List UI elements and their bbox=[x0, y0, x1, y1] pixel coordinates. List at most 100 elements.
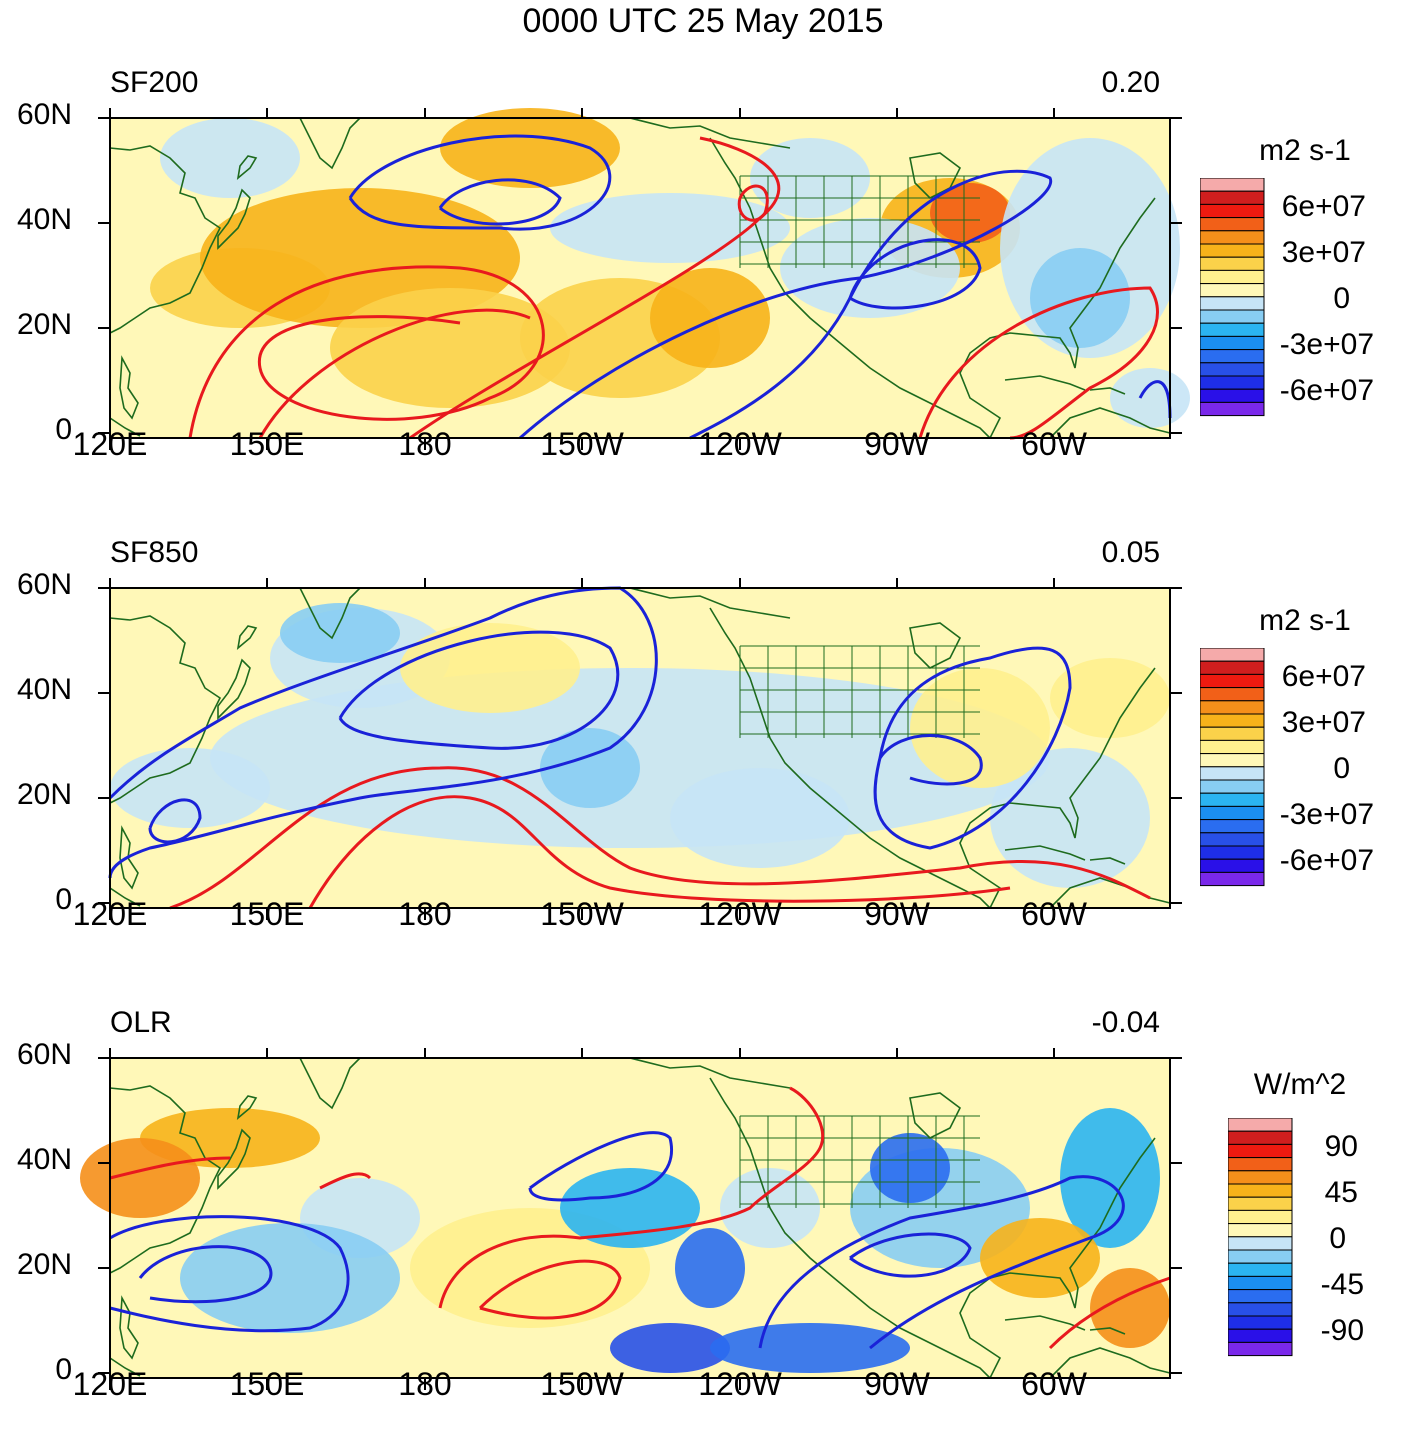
colorbar-swatch bbox=[1228, 1249, 1293, 1264]
colorbar-swatch bbox=[1200, 700, 1265, 715]
negative-contour bbox=[109, 1215, 350, 1333]
lat-label-20n: 20N bbox=[16, 1248, 72, 1281]
legend-label: 0 bbox=[1333, 752, 1350, 785]
colorbar-swatch bbox=[1228, 1170, 1293, 1185]
negative-contour bbox=[758, 1175, 1125, 1350]
colorbar-swatch bbox=[1228, 1130, 1293, 1145]
shaded-region bbox=[550, 193, 790, 263]
coastline bbox=[1004, 375, 1086, 391]
legend-label: -90 bbox=[1320, 1314, 1364, 1347]
lon-label-150e: 150E bbox=[229, 896, 305, 932]
colorbar-swatch bbox=[1228, 1275, 1293, 1291]
sf200-colorbar bbox=[1200, 178, 1265, 417]
colorbar-swatch bbox=[1200, 203, 1265, 219]
coastline bbox=[1049, 877, 1171, 909]
sf200-map bbox=[98, 108, 1190, 450]
positive-contour bbox=[109, 1156, 231, 1180]
coastline bbox=[1049, 407, 1171, 439]
negative-contour bbox=[873, 646, 1072, 850]
lon-label-150w: 150W bbox=[540, 896, 624, 932]
legend-label: -3e+07 bbox=[1279, 328, 1374, 361]
negative-contour bbox=[438, 178, 562, 226]
colorbar-swatch bbox=[1200, 753, 1265, 768]
positive-contour bbox=[188, 265, 545, 439]
colorbar-swatch bbox=[1228, 1328, 1293, 1343]
positive-contour bbox=[308, 795, 1011, 909]
lon-label-90w: 90W bbox=[864, 1366, 930, 1402]
coastline bbox=[1089, 387, 1126, 395]
shaded-region bbox=[670, 768, 850, 868]
shaded-region bbox=[990, 748, 1150, 888]
colorbar-swatch bbox=[1228, 1118, 1293, 1132]
legend-label: 3e+07 bbox=[1281, 706, 1366, 739]
us-states-grid bbox=[739, 645, 980, 738]
colorbar-swatch bbox=[1200, 388, 1265, 403]
colorbar-swatch bbox=[1228, 1302, 1293, 1317]
negative-contour bbox=[338, 630, 620, 750]
panel-sf200: SF200 0.20 60N 40N 20N 0 120E 150E 180 1… bbox=[0, 66, 1406, 496]
lon-label-150e: 150E bbox=[229, 426, 305, 462]
colorbar-swatch bbox=[1228, 1183, 1293, 1198]
coastline bbox=[109, 1085, 222, 1274]
lat-label-40n: 40N bbox=[16, 1143, 72, 1176]
shaded-region bbox=[910, 668, 1050, 788]
positive-contour bbox=[438, 1086, 825, 1309]
lat-label-20n: 20N bbox=[16, 308, 72, 341]
lon-label-150w: 150W bbox=[540, 1366, 624, 1402]
colorbar-swatch bbox=[1200, 349, 1265, 364]
legend-label: 45 bbox=[1324, 1176, 1358, 1209]
positive-contour bbox=[319, 1172, 372, 1190]
map-frame bbox=[109, 587, 1171, 909]
colorbar-swatch bbox=[1200, 230, 1265, 245]
coastline bbox=[217, 188, 251, 250]
coastline bbox=[629, 1057, 791, 1089]
colorbar-swatch bbox=[1200, 871, 1265, 887]
positive-contour bbox=[478, 1259, 622, 1320]
shaded-region bbox=[80, 1138, 200, 1218]
coastline bbox=[109, 615, 222, 804]
coastline bbox=[109, 417, 141, 437]
colorbar-swatch bbox=[1228, 1236, 1293, 1251]
coastline bbox=[217, 1128, 251, 1190]
legend-label: -45 bbox=[1320, 1268, 1364, 1301]
colorbar-swatch bbox=[1200, 805, 1265, 821]
colorbar-swatch bbox=[1228, 1209, 1293, 1225]
lon-label-120e: 120E bbox=[72, 426, 148, 462]
us-states-grid bbox=[739, 1115, 980, 1208]
coastline bbox=[629, 117, 791, 149]
colorbar-swatch bbox=[1228, 1341, 1293, 1357]
coastline bbox=[236, 155, 258, 180]
colorbar-swatch bbox=[1200, 858, 1265, 873]
positive-contour bbox=[737, 184, 769, 222]
lon-label-150w: 150W bbox=[540, 426, 624, 462]
coastline bbox=[1004, 1315, 1086, 1331]
colorbar-swatch bbox=[1228, 1196, 1293, 1211]
colorbar-swatch bbox=[1200, 243, 1265, 258]
coastline bbox=[1049, 1347, 1171, 1379]
legend-units: m2 s-1 bbox=[1259, 134, 1351, 167]
us-states-grid bbox=[739, 175, 980, 268]
coastline bbox=[1004, 845, 1086, 861]
colorbar-swatch bbox=[1200, 739, 1265, 755]
colorbar-swatch bbox=[1228, 1315, 1293, 1330]
panel-sf850: SF850 0.05 60N 40N 20N 0 120E 150E 180 1… bbox=[0, 536, 1406, 966]
lat-label-0: 0 bbox=[55, 413, 72, 446]
coastline bbox=[959, 667, 1156, 909]
colorbar-swatch bbox=[1200, 687, 1265, 702]
lon-label-120w: 120W bbox=[698, 426, 782, 462]
lat-label-60n: 60N bbox=[16, 568, 72, 601]
colorbar-swatch bbox=[1200, 673, 1265, 689]
colorbar-swatch bbox=[1200, 322, 1265, 337]
shaded-region bbox=[1060, 1108, 1160, 1248]
negative-contour bbox=[848, 238, 982, 310]
colorbar-swatch bbox=[1228, 1262, 1293, 1277]
positive-contour bbox=[918, 286, 1159, 440]
lon-label-180: 180 bbox=[398, 426, 452, 462]
lon-label-90w: 90W bbox=[864, 426, 930, 462]
negative-contour bbox=[849, 1232, 972, 1278]
colorbar-swatch bbox=[1228, 1143, 1293, 1159]
colorbar-swatch bbox=[1228, 1289, 1293, 1304]
colorbar-swatch bbox=[1200, 269, 1265, 285]
coastline bbox=[299, 587, 361, 640]
lat-label-60n: 60N bbox=[16, 98, 72, 131]
